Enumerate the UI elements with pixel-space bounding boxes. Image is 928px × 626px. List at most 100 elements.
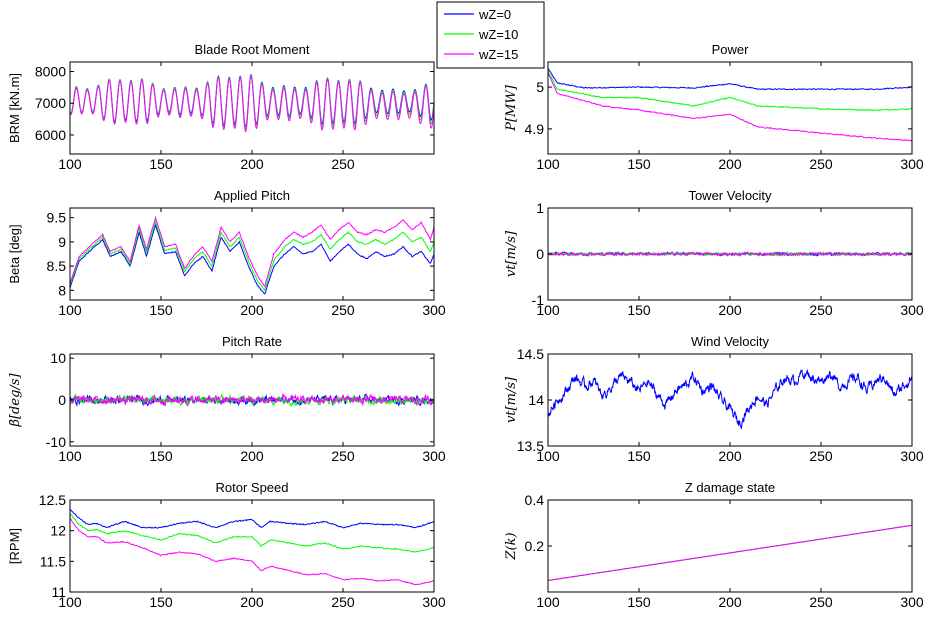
x-tick-label: 300 [900,156,924,172]
x-tick-label: 200 [718,594,742,610]
y-axis-label: P[MW] [504,84,519,131]
series-line-wz-15 [70,75,434,133]
chart-title: Pitch Rate [222,334,282,349]
axes-frame [547,61,913,155]
chart-title: Z damage state [685,480,775,495]
x-tick-label: 300 [422,594,446,610]
series-line-wz-15 [70,517,434,586]
series-line-wz-15 [548,72,912,142]
legend-box [436,1,545,69]
chart-title: Wind Velocity [691,334,770,349]
y-tick-label: 6000 [35,127,66,143]
x-tick-label: 300 [422,302,446,318]
series-line-wz-0 [70,223,434,295]
legend-label: wZ=0 [478,7,511,22]
legend: wZ=0 wZ=10 wZ=15 [436,1,545,69]
legend-label: wZ=15 [478,47,518,62]
panel-blade-root-moment: Blade Root Moment 100 150 200 250 6000 7000 800… [7,42,435,172]
y-tick-label: 9.5 [47,210,67,226]
series-group [70,508,434,586]
series-group [70,392,434,408]
x-tick-label: 100 [58,594,82,610]
x-tick-label: 250 [331,594,355,610]
y-tick-label: 13.5 [517,438,544,454]
y-tick-label: 0 [58,392,66,408]
x-tick-label: 300 [422,448,446,464]
axes-frame [547,353,913,447]
series-line-wz-15 [548,524,912,581]
y-tick-label: 11 [51,584,66,600]
panel-rotor-speed: Rotor Speed 100 150 200 250 300 11 11.5 12 12.5 [R… [7,480,446,610]
y-tick-label: 8000 [35,64,66,80]
y-axis-label: vt[m/s] [504,376,519,423]
x-tick-label: 200 [240,594,264,610]
x-tick-label: 150 [149,594,173,610]
x-tick-label: 200 [718,302,742,318]
series-group [70,215,434,295]
series-line-wz-15 [548,251,912,257]
series-line-wz-15 [70,392,434,407]
x-tick-label: 250 [809,594,833,610]
x-tick-label: 200 [240,156,264,172]
x-tick-label: 250 [809,448,833,464]
y-axis-label: [RPM] [7,528,22,564]
y-axis-label: BRM [kN.m] [7,73,22,143]
panel-pitch-rate: Pitch Rate 100 150 200 250 300 -10 0 10 β̇[deg/s] [8,334,446,464]
x-tick-label: 100 [58,448,82,464]
y-axis-label: Beta [deg] [7,224,22,283]
series-line-wz-0 [548,368,912,430]
x-tick-label: 250 [331,156,355,172]
x-tick-label: 100 [536,302,560,318]
series-line-wz-10 [70,219,434,292]
series-group [548,67,912,142]
series-line-wz-10 [548,70,912,112]
y-tick-label: 8 [58,282,66,298]
series-line-wz-0 [70,508,434,529]
x-tick-label: 250 [809,156,833,172]
x-tick-label: 150 [627,594,651,610]
y-axis-label: β̇[deg/s] [8,373,23,428]
chart-title: Tower Velocity [688,188,772,203]
chart-title: Power [712,42,750,57]
x-tick-label: 150 [627,302,651,318]
y-tick-label: 12.5 [39,492,66,508]
x-tick-label: 200 [240,302,264,318]
chart-title: Applied Pitch [214,188,290,203]
y-tick-label: 1 [536,200,544,216]
chart-title: Blade Root Moment [195,42,310,57]
series-group [70,74,434,133]
x-tick-label: 250 [331,448,355,464]
y-tick-label: 5 [536,79,544,95]
y-tick-label: 14.5 [517,346,544,362]
x-tick-label: 250 [331,302,355,318]
x-tick-label: 200 [240,448,264,464]
x-tick-label: 100 [58,156,82,172]
y-tick-label: 11.5 [40,553,66,569]
axes-frame [69,499,435,593]
x-tick-label: 300 [900,302,924,318]
x-tick-label: 150 [149,448,173,464]
axes-frame [547,499,913,593]
y-tick-label: -1 [532,292,545,308]
y-tick-label: 12 [50,523,66,539]
series-line-wz-15 [70,215,434,288]
panel-tower-velocity: Tower Velocity 100 150 200 250 300 -1 0 1 vt[m/s] [504,188,924,318]
panel-z-damage-state: Z damage state 100 150 200 250 300 0.2 0.4 Z(k) [504,480,924,610]
x-tick-label: 100 [58,302,82,318]
x-tick-label: 150 [149,302,173,318]
y-tick-label: 4.9 [525,121,545,137]
y-tick-label: 14 [528,392,544,408]
x-tick-label: 100 [536,448,560,464]
x-tick-label: 300 [900,448,924,464]
x-tick-label: 150 [149,156,173,172]
y-tick-label: 0.2 [525,538,545,554]
chart-title: Rotor Speed [216,480,289,495]
x-tick-label: 300 [900,594,924,610]
series-group [548,251,912,257]
x-tick-label: 100 [536,594,560,610]
x-tick-label: 150 [627,156,651,172]
series-group [548,368,912,430]
y-tick-label: 10 [50,350,66,366]
series-group [548,524,912,581]
